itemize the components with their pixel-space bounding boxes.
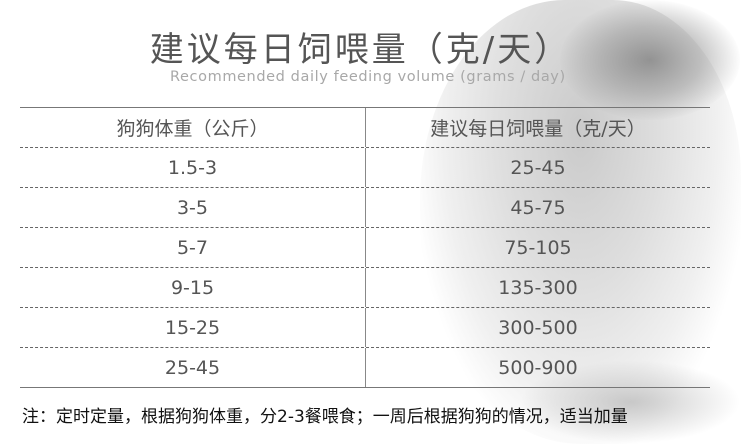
- amount-cell: 500-900: [365, 348, 710, 387]
- amount-cell: 45-75: [365, 188, 710, 227]
- header-amount: 建议每日饲喂量（克/天）: [365, 108, 710, 147]
- table-row: 9-15 135-300: [20, 268, 710, 308]
- dog-paw-shadow: [520, 360, 741, 444]
- weight-cell: 5-7: [176, 236, 209, 259]
- feeding-note: 注：定时定量，根据狗狗体重，分2-3餐喂食；一周后根据狗狗的情况，适当加量: [22, 407, 628, 427]
- weight-cell: 9-15: [170, 276, 215, 299]
- header-weight: 狗狗体重（公斤）: [116, 118, 269, 140]
- amount-cell: 25-45: [365, 148, 710, 187]
- table-header-row: 狗狗体重（公斤） 建议每日饲喂量（克/天）: [20, 108, 710, 148]
- amount-cell: 300-500: [365, 308, 710, 347]
- page-title: 建议每日饲喂量（克/天）: [0, 22, 741, 71]
- title-text: 建议每日饲喂量（克/天）: [149, 30, 572, 70]
- table-row: 3-5 45-75: [20, 188, 710, 228]
- weight-cell: 3-5: [176, 196, 209, 219]
- dog-head-shadow: [560, 0, 740, 120]
- table-row: 1.5-3 25-45: [20, 148, 710, 188]
- table-row: 5-7 75-105: [20, 228, 710, 268]
- table-row: 25-45 500-900: [20, 348, 710, 388]
- feeding-table: 狗狗体重（公斤） 建议每日饲喂量（克/天） 1.5-3 25-45 3-5 45-7…: [20, 107, 710, 388]
- weight-cell: 15-25: [164, 316, 221, 339]
- page-subtitle: Recommended daily feeding volume (grams …: [170, 69, 566, 85]
- amount-cell: 135-300: [365, 268, 710, 307]
- weight-cell: 25-45: [164, 356, 221, 379]
- weight-cell: 1.5-3: [167, 156, 218, 179]
- table-row: 15-25 300-500: [20, 308, 710, 348]
- amount-cell: 75-105: [365, 228, 710, 267]
